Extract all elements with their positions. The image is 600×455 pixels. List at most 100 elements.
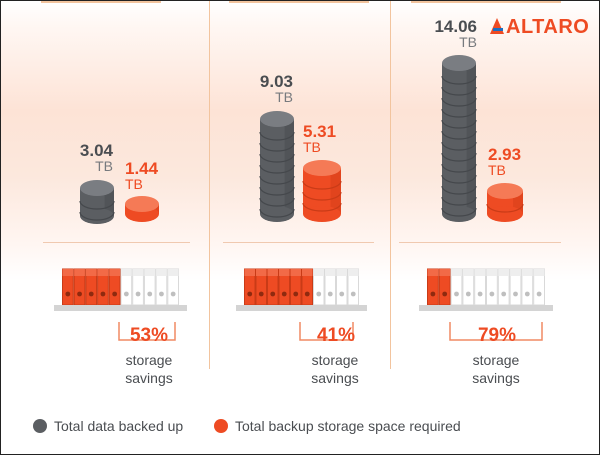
panel-2-backup-value: 5.31	[303, 122, 337, 141]
panel-2-total-cylinder-ring	[259, 175, 295, 185]
panel-3-total-cylinder-ring	[441, 130, 477, 140]
panel-1-total-cylinder-base	[80, 208, 114, 224]
panel-1-rack-slot-top	[144, 269, 156, 276]
panel-1-rack-slot-led	[112, 291, 118, 297]
panel-2-rack-shelf	[236, 305, 367, 311]
panel-2-rack-slot-led	[316, 291, 322, 297]
panel-2-backup-cylinder-shade	[330, 168, 341, 214]
panel-2-rack-slot-top	[348, 269, 359, 276]
panel-2-rack-slot-led	[281, 291, 287, 297]
panel-2-savings-label: storage savings	[311, 352, 359, 386]
panel-1-rack-slot-top	[132, 269, 144, 276]
panel-3-rack-slot-top	[521, 269, 533, 276]
panel-2-backup-unit: TB	[303, 139, 321, 155]
panel-2-total-cylinder-shade	[284, 119, 294, 214]
panel-2-rack-slot-top	[336, 269, 347, 276]
panel-divider	[390, 1, 391, 369]
panel-1-rack-slot-led	[65, 291, 71, 297]
panel-2-total-cylinder-ring	[259, 208, 295, 218]
panel-1-rack-slot-top	[109, 269, 120, 276]
panel-2-total-unit: TB	[275, 89, 293, 105]
panel-2-total-cylinder-ring	[259, 186, 295, 196]
panel-3-rack-slot-led	[454, 291, 459, 297]
panel-3-rack-slot-led	[513, 291, 518, 297]
panel-1-total-cylinder-ring	[79, 200, 115, 210]
panel-3-backup-cylinder-ring	[486, 203, 524, 213]
panel-1-rack-slot-led	[123, 291, 129, 297]
panel-3-backup-cylinder-top	[487, 183, 523, 199]
panel-3-rack-shelf	[419, 305, 553, 311]
panel-3-savings-percent: 79%	[477, 325, 517, 346]
panel-2-rack-slot-led	[327, 291, 333, 297]
panel-3-backup-cylinder-shade	[513, 191, 523, 214]
panel-2-rack-slot-led	[304, 291, 310, 297]
panel-2-separator	[223, 242, 374, 243]
panel-1-rack-slot-led	[88, 291, 94, 297]
legend-total-data: Total data backed up	[54, 418, 184, 434]
panel-tab	[411, 1, 561, 3]
panel-3-rack-slot-top	[533, 269, 545, 276]
panel-divider	[209, 1, 210, 369]
panel-3-rack-slot-top	[498, 269, 510, 276]
panel-1-rack-slot-top	[156, 269, 167, 276]
panel-2-rack-slot-top	[279, 269, 290, 276]
panel-2-rack-slot-led	[247, 291, 253, 297]
panel-3-total-cylinder-ring	[441, 152, 477, 162]
panel-3-total-cylinder-ring	[441, 119, 477, 129]
panel-3-savings-bracket	[449, 322, 543, 341]
panel-2-backup-cylinder-ring	[302, 191, 342, 201]
panel-3-total-cylinder-ring	[441, 163, 477, 173]
panel-3-total-cylinder-ring	[441, 75, 477, 85]
panel-3-backup-unit: TB	[488, 162, 506, 178]
panel-3-total-cylinder-ring	[441, 174, 477, 184]
panel-2-rack-slot-top	[313, 269, 324, 276]
panel-3-rack-slot-led	[489, 291, 495, 297]
panel-1-savings-bracket	[118, 322, 176, 341]
panel-2-backup-cylinder-ring	[302, 180, 342, 190]
panel-1-rack-slot-top	[167, 269, 179, 276]
panel-3-total-cylinder-ring	[441, 97, 477, 107]
panel-1-rack-slot-led	[135, 291, 141, 297]
panel-2-total-cylinder-ring	[259, 131, 295, 141]
panel-3-rack-slot-led	[477, 291, 483, 297]
panel-3-separator	[399, 242, 561, 243]
panel-3-total-cylinder-ring	[441, 207, 477, 217]
panel-2-rack-slot-top	[302, 269, 313, 276]
panel-1-backup-cylinder-top	[125, 196, 159, 212]
altaro-logo-icon	[490, 18, 505, 34]
panel-2-savings-bracket	[299, 322, 354, 341]
panel-3-total-cylinder-ring	[441, 196, 477, 206]
panel-2-total-cylinder-ring	[259, 142, 295, 152]
panel-1-rack-slot-led	[159, 291, 164, 297]
panel-1-total-value: 3.04	[79, 141, 113, 160]
panel-3-total-cylinder-ring	[441, 86, 477, 96]
panel-3-rack-slot-top	[427, 269, 439, 276]
panel-3-backup-value: 2.93	[488, 145, 522, 164]
panel-3-rack-slot-top	[439, 269, 451, 276]
panel-2-backup-cylinder-top	[303, 160, 341, 176]
panel-2-total-cylinder-top	[260, 111, 294, 127]
panel-1-rack-slot-led	[147, 291, 153, 297]
panel-3-total-cylinder-ring	[441, 141, 477, 151]
panel-1-backup-unit: TB	[125, 176, 143, 192]
orange-dot-icon	[214, 419, 228, 433]
panel-3-rack-slot-led	[501, 291, 507, 297]
panel-2-rack-slot-led	[258, 291, 264, 297]
legend-backup-required: Total backup storage space required	[235, 418, 461, 434]
panel-1-separator	[43, 242, 190, 243]
panel-2-rack-slot-top	[290, 269, 301, 276]
panel-1-total-cylinder-ring	[79, 211, 115, 221]
panel-2-rack-slot-led	[339, 291, 345, 297]
panel-3-rack-slot-led	[524, 291, 530, 297]
panel-3-rack-slot-led	[465, 291, 471, 297]
panel-3-savings-label: storage savings	[472, 352, 520, 386]
panel-1-rack-slot-top	[62, 269, 74, 276]
panel-1-rack-shelf	[54, 305, 187, 311]
panel-3-total-cylinder-shade	[466, 63, 476, 214]
panel-3-total-unit: TB	[459, 34, 477, 50]
panel-tab	[41, 1, 161, 3]
altaro-logo: ALTARO	[490, 16, 589, 39]
panel-1-rack-slot-top	[74, 269, 85, 276]
